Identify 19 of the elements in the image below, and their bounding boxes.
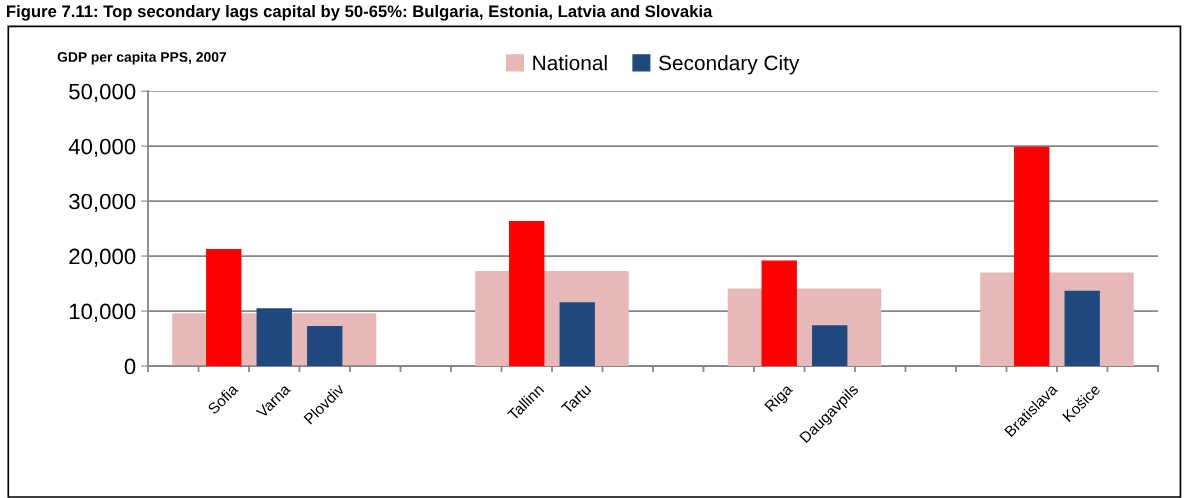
y-tick-label: 50,000 xyxy=(69,83,136,103)
bar xyxy=(761,260,797,367)
y-tick-label: 20,000 xyxy=(69,248,136,267)
bar xyxy=(509,220,545,367)
bar xyxy=(256,308,292,367)
legend-label: National xyxy=(533,55,607,71)
y-tick-label: 30,000 xyxy=(69,193,136,212)
y-tick-label: 10,000 xyxy=(69,303,136,322)
bar xyxy=(1014,146,1050,367)
bar xyxy=(559,302,595,367)
bar xyxy=(1064,290,1100,367)
bar xyxy=(812,325,848,367)
y-axis-title: GDP per capita PPS, 2007 xyxy=(57,51,227,65)
chart-title: Figure 7.11: Top secondary lags capital by 50-65%: Bulgaria, Estonia, Latvia and Slovakia xyxy=(7,4,713,21)
bar xyxy=(206,248,242,367)
y-tick-label: 0 xyxy=(124,358,136,375)
y-tick-label: 40,000 xyxy=(68,138,136,158)
bar xyxy=(307,325,343,367)
legend-label: Secondary City xyxy=(659,55,800,75)
